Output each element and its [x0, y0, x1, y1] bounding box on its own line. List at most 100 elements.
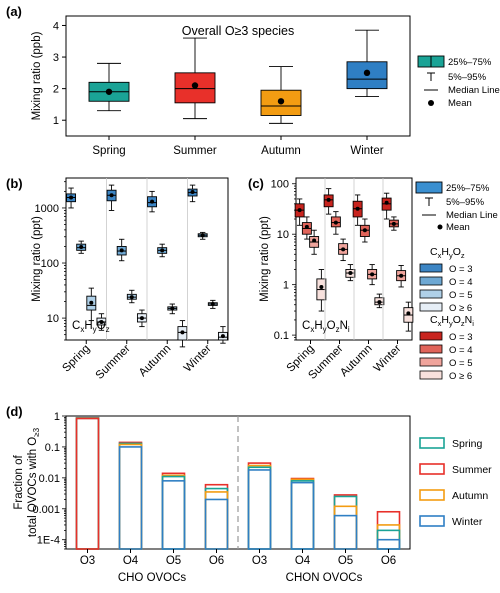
- y-tick-label-d: 1E-4: [37, 535, 60, 547]
- box-c-winter-2: [396, 265, 407, 288]
- mean-marker: [79, 245, 84, 250]
- bar-autumn-1: [118, 443, 143, 550]
- box-b-winter-2: [207, 299, 218, 309]
- panel-label-d: (d): [6, 404, 23, 419]
- legend-swatch-autumn: [419, 489, 445, 501]
- x-tick-label-b: Spring: [60, 343, 92, 375]
- bar-summer-2: [161, 472, 186, 550]
- bar-autumn-2: [161, 474, 186, 550]
- bar-winter-4: [247, 469, 272, 550]
- panel-label-b: (b): [6, 176, 23, 191]
- bar-winter-1: [118, 446, 143, 550]
- x-tick-label-d: O4: [295, 555, 311, 567]
- bar-autumn-4: [247, 464, 272, 550]
- legend-item-label: O = 3: [449, 332, 473, 343]
- legend-panel-d: Spring Summer Autumn Winter: [416, 430, 496, 534]
- mean-marker: [348, 271, 353, 276]
- bar-autumn-3: [204, 491, 229, 550]
- x-tick-label-d: O3: [80, 555, 95, 567]
- box-c-summer-0: [323, 188, 334, 215]
- legend-item-label: O = 3: [449, 264, 473, 275]
- legend-median-label: Median Line: [446, 210, 498, 221]
- legend-box-swatch: [415, 181, 443, 194]
- mean-marker: [277, 98, 285, 105]
- bar-summer-1: [118, 441, 143, 550]
- bar-winter-5: [290, 481, 315, 550]
- box-c-winter-0: [381, 192, 392, 220]
- box-b-winter-1: [197, 231, 208, 240]
- mean-marker: [150, 199, 155, 204]
- bar-autumn-0: [75, 417, 100, 550]
- bar-spring-6: [333, 495, 358, 550]
- box-b-spring-1: [76, 240, 87, 254]
- legend-mean-marker: [437, 224, 443, 230]
- legend-box-label: 25%–75%: [446, 183, 490, 194]
- mean-marker: [69, 195, 74, 200]
- x-tick-label-d: O5: [338, 555, 353, 567]
- chart-title-a: Overall O≥3 species: [182, 24, 294, 38]
- legend-item-label: O ≥ 6: [449, 303, 472, 314]
- x-tick-label-a: Spring: [92, 145, 125, 157]
- mean-marker: [333, 220, 338, 225]
- box-b-summer-1: [116, 238, 127, 262]
- legend-panel-a: 25%–75% 5%–95% Median Line Mean: [417, 55, 500, 109]
- legend-label-summer: Summer: [452, 464, 492, 476]
- legend-swatch-summer: [419, 463, 445, 475]
- mean-marker: [319, 284, 324, 289]
- bar-spring-1: [118, 442, 143, 550]
- legend-label-spring: Spring: [452, 438, 483, 450]
- x-tick-label-a: Winter: [350, 145, 383, 157]
- x-tick-label-a: Summer: [173, 145, 217, 157]
- x-tick-label-d: O5: [166, 555, 181, 567]
- mean-marker: [370, 272, 375, 277]
- y-tick-label-a: 1: [53, 115, 59, 127]
- box-c-autumn-2: [367, 264, 378, 286]
- legend-mean-marker: [428, 100, 434, 106]
- y-axis-label-a: Mixing ratio (ppb): [31, 31, 43, 120]
- legend-group-title: CxHyOz: [430, 246, 465, 260]
- mean-marker: [139, 316, 144, 321]
- mean-marker: [160, 248, 165, 253]
- box-a-summer: [174, 37, 216, 120]
- box-c-autumn-0: [352, 194, 363, 226]
- y-tick-label-b: 10: [47, 313, 59, 325]
- box-c-summer-1: [330, 211, 341, 235]
- box-c-spring-2: [309, 229, 320, 255]
- bar-winter-6: [333, 514, 358, 550]
- legend-mean-label: Mean: [446, 222, 470, 233]
- box-a-autumn: [260, 66, 302, 124]
- mean-marker: [180, 330, 185, 335]
- legend-swatch: [419, 370, 443, 380]
- box-b-summer-2: [126, 289, 137, 304]
- bar-summer-0: [75, 417, 100, 550]
- y-tick-label-c: 10: [277, 229, 289, 241]
- legend-item-label: O = 4: [449, 277, 473, 288]
- y-tick-label-c: 1: [283, 280, 289, 292]
- mean-marker: [384, 200, 389, 205]
- y-tick-label-c: 0.1: [274, 330, 289, 342]
- mean-marker: [312, 238, 317, 243]
- x-tick-label-b: Summer: [94, 343, 133, 382]
- mean-marker: [297, 208, 302, 213]
- y-tick-label-d: 0.01: [39, 473, 60, 485]
- bar-spring-4: [247, 466, 272, 550]
- bar-winter-0: [75, 416, 100, 550]
- panel-label-a: (a): [6, 4, 22, 19]
- panel-a: (a) 1 2 3 4 Mixing ratio (ppb) Overall O≥3 sp…: [6, 4, 411, 157]
- bar-summer-4: [247, 462, 272, 550]
- legend-swatch-spring: [419, 437, 445, 449]
- y-tick-label-c: 100: [271, 179, 289, 191]
- bar-winter-7: [376, 538, 401, 550]
- mean-marker: [326, 197, 331, 202]
- legend-swatch: [419, 276, 443, 286]
- mean-marker: [109, 193, 114, 198]
- mean-marker: [362, 228, 367, 233]
- bar-autumn-6: [333, 505, 358, 550]
- bar-summer-3: [204, 483, 229, 550]
- legend-swatch: [419, 263, 443, 273]
- legend-label-winter: Winter: [452, 516, 483, 528]
- box-c-summer-3: [345, 264, 356, 282]
- box-a-spring: [88, 62, 130, 112]
- mean-marker: [200, 233, 205, 238]
